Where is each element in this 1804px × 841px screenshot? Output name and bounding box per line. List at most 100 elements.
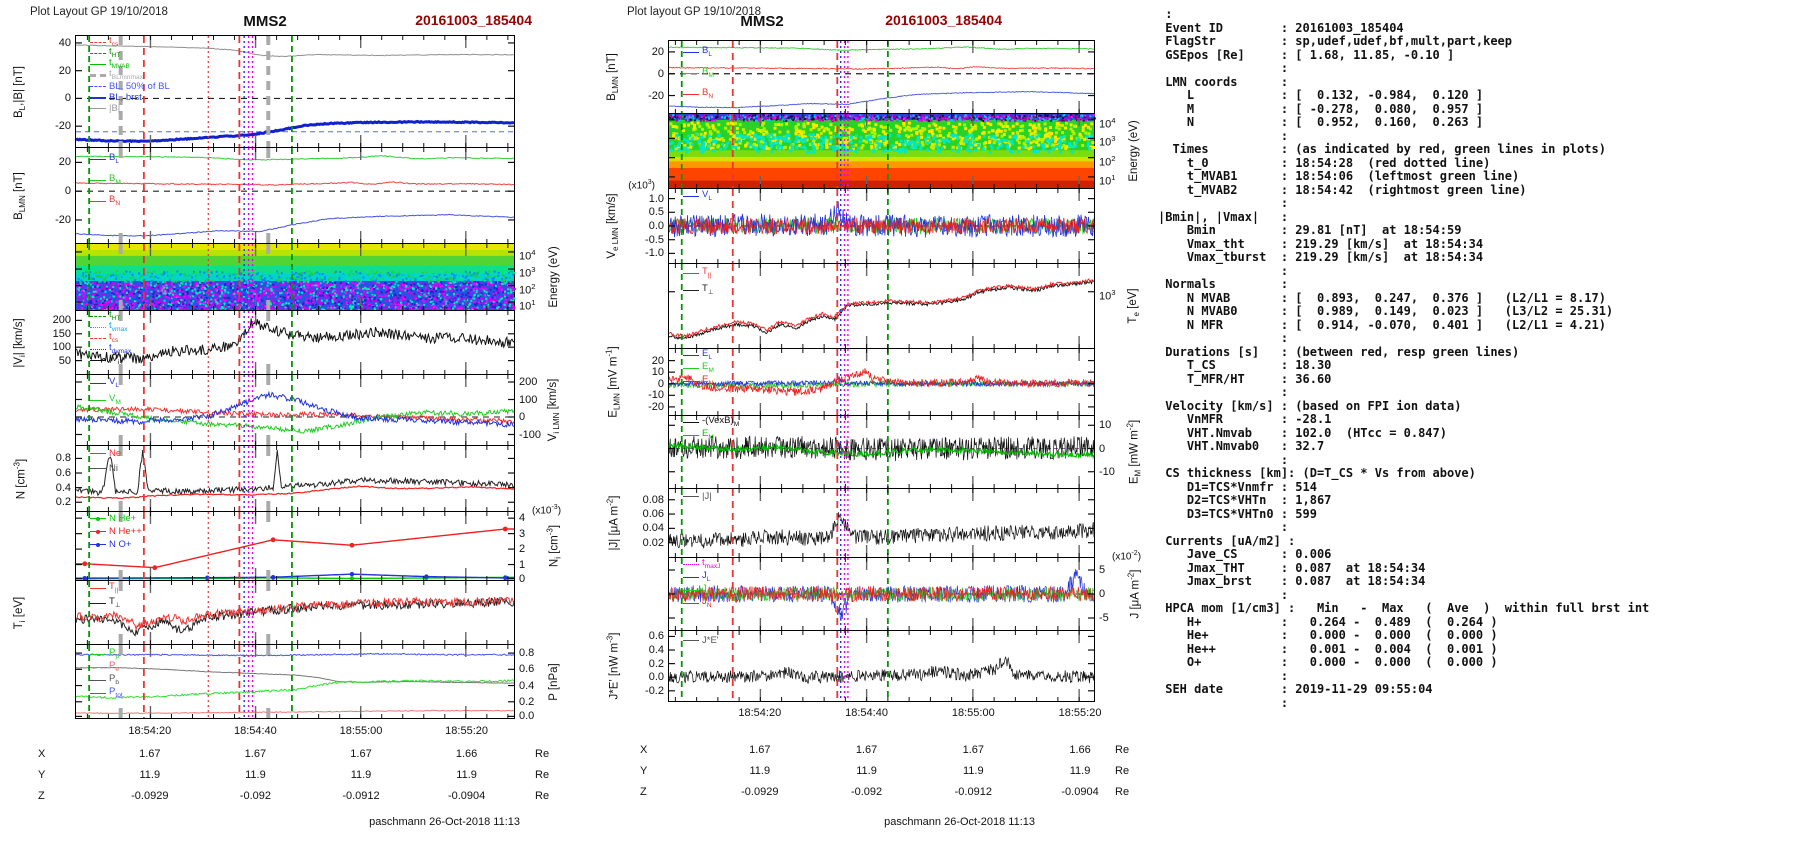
info-line: Normals : bbox=[1158, 277, 1289, 291]
ephemeris-value: -0.0929 bbox=[131, 790, 169, 802]
legend-item: BN bbox=[90, 194, 121, 207]
info-line: T_CS : 18.30 bbox=[1158, 358, 1332, 372]
ephemeris-value: -0.092 bbox=[239, 790, 271, 802]
legend-label: |B| bbox=[109, 102, 121, 114]
ephemeris-unit: Re bbox=[1115, 765, 1130, 777]
legend-line-sample bbox=[90, 327, 106, 328]
y-tick-label: 200 bbox=[52, 314, 71, 327]
legend-item: VM bbox=[90, 393, 121, 406]
legend-label: T⊥ bbox=[109, 595, 121, 609]
info-line: Vmax_tht : 219.29 [km/s] at 18:54:34 bbox=[1158, 236, 1484, 251]
y-axis-label-text: Ve LMN [km/s] bbox=[605, 193, 621, 259]
y-tick-label: 102 bbox=[519, 281, 536, 297]
legend-label: |Vi| bbox=[109, 352, 122, 366]
y-tick-label: 0.2 bbox=[55, 496, 71, 509]
legend-line-sample bbox=[683, 381, 699, 382]
legend-label: VL bbox=[109, 375, 120, 389]
y-axis-label-text: Vi LMN [km/s] bbox=[546, 378, 562, 442]
panel-elmn: 20 10 0 -10 -20 ELMN [mV m-1] EL EM EN bbox=[604, 346, 1095, 418]
event-info-panel: : Event ID : 20161003_185404 FlagStr : s… bbox=[1158, 7, 1649, 710]
legend-line-sample bbox=[683, 564, 699, 565]
y-tick-label: 0.2 bbox=[519, 695, 535, 708]
y-tick-label: 150 bbox=[52, 327, 71, 340]
legend-item: N He+ bbox=[90, 513, 142, 524]
legend-item: BL, brst bbox=[90, 92, 170, 103]
ephemeris-row-label: Y bbox=[38, 769, 46, 781]
info-line: D1=TCS*Vnmfr : 514 bbox=[1158, 479, 1317, 494]
legend-item: tvmax bbox=[90, 320, 131, 333]
info-line: M : [ -0.278, 0.080, 0.957 ] bbox=[1158, 101, 1484, 116]
ephemeris-value: -0.092 bbox=[850, 786, 883, 798]
ephemeris-value: -0.0904 bbox=[447, 790, 486, 802]
panel-n: 0.8 0.6 0.4 0.2 N [cm-3] Ne Ni bbox=[13, 445, 515, 512]
y-axis-label-text: BLMN [nT] bbox=[605, 53, 621, 101]
info-line: : bbox=[1158, 695, 1289, 710]
y-axis-label-text: EM [mW m-2] bbox=[1125, 419, 1143, 485]
legend-line-sample bbox=[683, 368, 699, 369]
panel-blmn-brst-canvas bbox=[668, 41, 1095, 113]
info-line: LMN coords : bbox=[1158, 74, 1289, 89]
x-tick-label: 18:54:40 bbox=[845, 707, 888, 719]
panel-ti-canvas bbox=[75, 581, 515, 644]
panel-ni-minor-ions-legend: N He+ N He++ N O+ bbox=[90, 513, 142, 550]
ephemeris-row-label: X bbox=[640, 744, 648, 756]
legend-line-sample bbox=[90, 316, 106, 317]
panel-elmn-legend: EL EM EN bbox=[683, 348, 714, 387]
info-line: H+ : 0.264 - 0.489 ( 0.264 ) bbox=[1158, 614, 1498, 629]
y-tick-label: -20 bbox=[648, 89, 664, 102]
info-line: L : [ 0.132, -0.984, 0.120 ] bbox=[1158, 88, 1484, 102]
y-tick-label: -20 bbox=[55, 120, 71, 133]
y-axis-label-text: N [cm-3] bbox=[12, 458, 28, 499]
legend-label: BL, brst bbox=[109, 91, 142, 103]
legend-item: N O+ bbox=[90, 539, 142, 550]
legend-item: -(VexB)M bbox=[683, 415, 739, 428]
info-line: N MVAB : [ 0.893, 0.247, 0.376 ] (L2/L1 … bbox=[1158, 290, 1606, 305]
y-tick-label: 20 bbox=[58, 156, 71, 169]
x-tick-label: 18:55:00 bbox=[339, 725, 383, 737]
ephemeris-value: 1.67 bbox=[350, 748, 372, 760]
legend-label: EM bbox=[702, 360, 714, 374]
y-tick-label: 3 bbox=[519, 527, 526, 540]
info-line: He+ : 0.000 - 0.000 ( 0.000 ) bbox=[1158, 628, 1498, 642]
legend-item: Pb bbox=[90, 673, 123, 686]
info-line: N MVAB0 : [ 0.989, 0.149, 0.023 ] (L3/L2… bbox=[1158, 304, 1614, 318]
legend-label: Pp bbox=[109, 646, 120, 660]
legend-item: N He++ bbox=[90, 526, 142, 537]
y-tick-label: -10 bbox=[1099, 465, 1115, 478]
legend-item: VL bbox=[683, 189, 712, 202]
legend-item: EM bbox=[683, 360, 714, 374]
panel-ni-minor-ions: 4 3 2 1 0 Ni [cm-3] (x10-3) N He+ N He++ N O+ bbox=[75, 504, 563, 584]
legend-line-sample bbox=[90, 86, 106, 87]
y-tick-label: 101 bbox=[1099, 172, 1116, 188]
y-tick-label: 100 bbox=[519, 393, 538, 406]
y-tick-label: 200 bbox=[519, 376, 538, 388]
info-line: Times : (as indicated by red, green line… bbox=[1158, 142, 1606, 156]
y-tick-label: -20 bbox=[648, 400, 664, 413]
legend-label: |J| bbox=[702, 490, 712, 502]
legend-label: tHT bbox=[109, 45, 121, 59]
legend-line-sample bbox=[90, 349, 106, 350]
info-line: He++ : 0.001 - 0.004 ( 0.001 ) bbox=[1158, 641, 1498, 656]
ephemeris-unit: Re bbox=[1115, 744, 1130, 756]
panel-vi-mag-canvas bbox=[75, 311, 515, 374]
legend-item: BL bbox=[683, 45, 714, 58]
legend-line-sample bbox=[90, 96, 106, 99]
panel-ion-spectrogram-canvas bbox=[76, 244, 516, 312]
legend-label: EN bbox=[702, 373, 714, 387]
panel-blmn-brst-legend: BL BM BN bbox=[683, 45, 714, 100]
ephemeris-value: 1.67 bbox=[139, 748, 161, 760]
legend-item: BM bbox=[683, 66, 714, 79]
axis-scale-note: (x10-3) bbox=[532, 504, 562, 517]
legend-label: T⊥ bbox=[702, 282, 714, 296]
info-line: : bbox=[1158, 452, 1289, 467]
legend-label: tBLminmax bbox=[109, 67, 144, 81]
ephemeris-value: 11.9 bbox=[749, 765, 771, 777]
x-tick-label: 18:54:20 bbox=[128, 725, 172, 737]
legend-label: Ni bbox=[109, 462, 118, 474]
panel-jmag-canvas bbox=[668, 489, 1095, 557]
legend-item: J*E' bbox=[683, 635, 719, 646]
info-line: Vmax_tburst : 219.29 [km/s] at 18:54:34 bbox=[1158, 250, 1484, 264]
ephemeris-unit: Re bbox=[535, 748, 550, 760]
legend-line-sample bbox=[90, 53, 106, 54]
